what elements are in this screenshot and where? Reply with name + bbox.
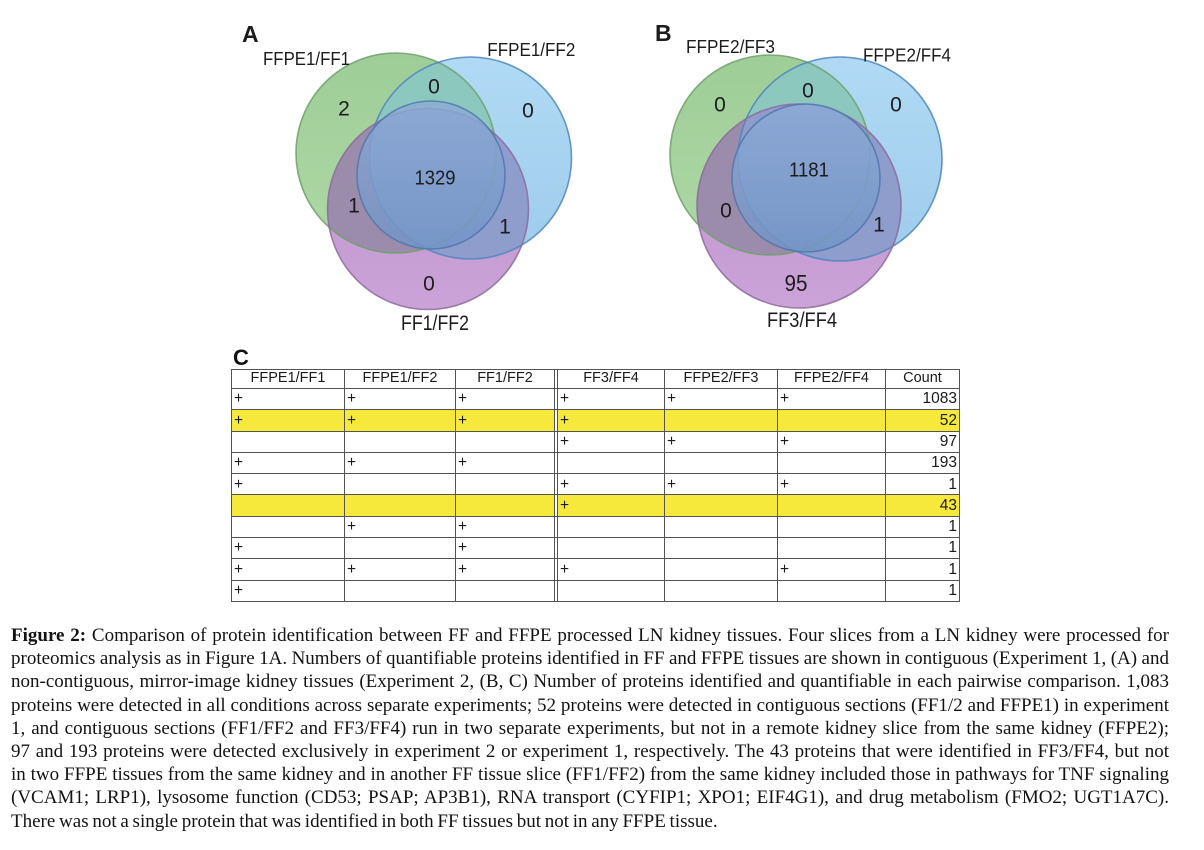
svg-text:FFPE2/FF3: FFPE2/FF3: [686, 37, 775, 57]
svg-text:0: 0: [802, 80, 814, 103]
svg-text:FFPE2/FF4: FFPE2/FF4: [863, 46, 951, 66]
svg-text:FF1/FF2: FF1/FF2: [401, 311, 469, 335]
svg-text:FFPE1/FF1: FFPE1/FF1: [263, 49, 350, 69]
svg-text:1: 1: [499, 216, 511, 239]
svg-text:FF3/FF4: FF3/FF4: [767, 308, 837, 332]
svg-text:95: 95: [785, 270, 808, 296]
svg-text:2: 2: [338, 98, 350, 121]
svg-text:B: B: [655, 20, 672, 46]
svg-text:1329: 1329: [415, 167, 456, 190]
svg-text:0: 0: [714, 94, 726, 117]
svg-text:1: 1: [873, 214, 885, 237]
svg-text:0: 0: [720, 200, 732, 223]
svg-text:0: 0: [423, 273, 435, 296]
svg-text:1: 1: [348, 195, 360, 218]
svg-text:FFPE1/FF2: FFPE1/FF2: [487, 40, 575, 60]
svg-text:0: 0: [522, 100, 534, 123]
svg-text:0: 0: [428, 76, 440, 99]
svg-text:A: A: [242, 21, 259, 47]
svg-text:0: 0: [890, 94, 902, 117]
svg-text:1181: 1181: [789, 160, 829, 182]
